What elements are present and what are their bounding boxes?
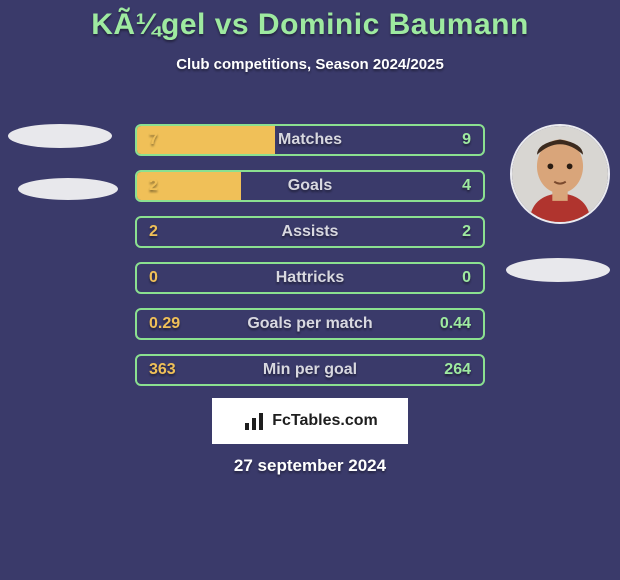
brand-label: FcTables.com: [272, 412, 378, 430]
brand-box: FcTables.com: [212, 398, 408, 444]
page-subtitle: Club competitions, Season 2024/2025: [0, 56, 620, 73]
stat-label: Assists: [137, 223, 483, 241]
stat-value-right: 264: [444, 361, 471, 379]
stat-value-left: 2: [149, 223, 158, 241]
club-placeholder-left: [18, 178, 118, 200]
stat-value-right: 0: [462, 269, 471, 287]
stat-value-right: 0.44: [440, 315, 471, 333]
stat-value-left: 7: [149, 131, 158, 149]
stat-label: Min per goal: [137, 361, 483, 379]
stat-label: Matches: [137, 131, 483, 149]
comparison-card: KÃ¼gel vs Dominic Baumann Club competiti…: [0, 0, 620, 580]
date-label: 27 september 2024: [0, 456, 620, 476]
stat-row: Assists2 2: [135, 216, 485, 248]
stat-row: Goals2 4: [135, 170, 485, 202]
club-placeholder-right: [506, 258, 610, 282]
stat-value-right: 2: [462, 223, 471, 241]
stat-value-left: 0.29: [149, 315, 180, 333]
page-title: KÃ¼gel vs Dominic Baumann: [0, 8, 620, 42]
chart-icon: [242, 409, 266, 433]
stat-value-left: 363: [149, 361, 176, 379]
stat-row: Min per goal363 264: [135, 354, 485, 386]
stats-bars: Matches79Goals24Assists22Hattricks00Goal…: [135, 124, 485, 386]
person-icon: [512, 126, 608, 222]
stat-value-right: 9: [462, 131, 471, 149]
stat-value-left: 0: [149, 269, 158, 287]
stat-label: Hattricks: [137, 269, 483, 287]
stat-value-right: 4: [462, 177, 471, 195]
stat-row: Matches7 9: [135, 124, 485, 156]
stat-label: Goals per match: [137, 315, 483, 333]
stat-row: Goals per match0.29 0.44: [135, 308, 485, 340]
avatar-right: [510, 124, 610, 224]
stat-value-left: 2: [149, 177, 158, 195]
stat-row: Hattricks0 0: [135, 262, 485, 294]
stat-label: Goals: [137, 177, 483, 195]
avatar-placeholder-left: [8, 124, 112, 148]
avatar-circle-right: [510, 124, 610, 224]
